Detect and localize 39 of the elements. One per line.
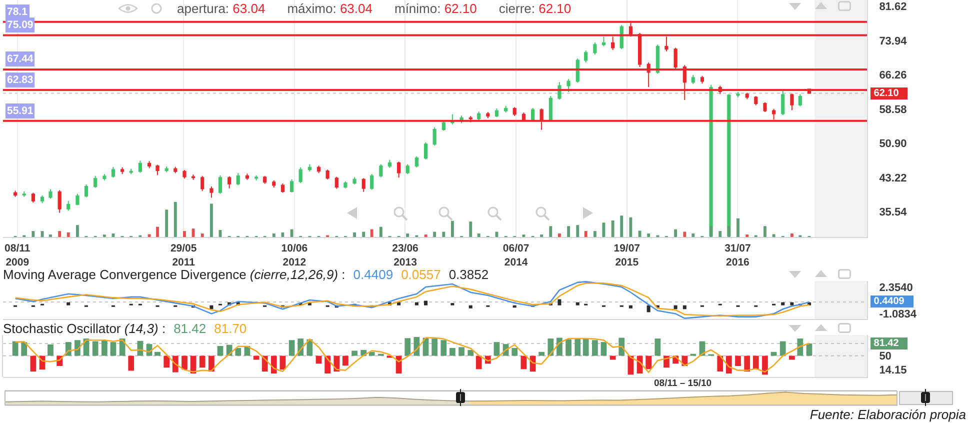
x-tick-label: 08/11 2009	[4, 242, 30, 268]
annotation: 81.42	[174, 321, 206, 336]
annotation: cierre: 62.10	[498, 1, 572, 16]
y-tick-label: 50	[879, 350, 892, 363]
ref-line-label: 67.44	[7, 53, 34, 65]
chart-title: Moving Average Convergence Divergence (cierre,12,26,9) :	[3, 267, 346, 282]
y-tick-label: 81.62	[879, 1, 907, 14]
ref-line-label: 62.10	[871, 88, 908, 99]
ref-line-label: 81.42	[871, 338, 908, 349]
chart-title: Stochastic Oscillator (14,3) :	[3, 321, 166, 336]
ref-line-label: 62.83	[7, 74, 34, 86]
y-tick-label: 50.90	[879, 138, 907, 150]
annotation: 0.3852	[448, 267, 489, 282]
annotation: 81.70	[214, 321, 247, 336]
y-tick-label: 43.22	[879, 172, 907, 184]
annotation: apertura: 63.04	[177, 1, 266, 16]
annotation: máximo: 63.04	[287, 1, 372, 16]
ref-line-label: 78.1	[7, 6, 28, 18]
x-tick-label: 10/06 2012	[281, 242, 308, 268]
x-tick-label: 29/05 2011	[170, 242, 197, 268]
y-tick-label: 14.15	[879, 364, 907, 377]
source-note: Fuente: Elaboración propia	[810, 407, 966, 422]
y-tick-label: 66.26	[879, 70, 907, 82]
annotation: 0.4409	[353, 267, 394, 282]
y-tick-label: 73.94	[879, 35, 908, 48]
ref-line-label: 55.91	[7, 105, 34, 117]
y-tick-label: 35.54	[879, 206, 908, 219]
x-tick-label: 19/07 2015	[614, 242, 640, 268]
annotation: 0.0557	[401, 267, 441, 282]
text: 08/11 – 15/10	[654, 378, 712, 389]
x-tick-label: 31/07 2016	[724, 242, 752, 268]
y-tick-label: 2.3540	[879, 282, 913, 294]
annotation: mínimo: 62.10	[394, 1, 477, 16]
ref-line-label: 75.09	[7, 19, 34, 31]
y-tick-label: 58.58	[879, 104, 907, 116]
y-tick-label: -1.0834	[879, 308, 918, 320]
ref-line-label: 0.4409	[871, 296, 913, 307]
x-tick-label: 06/07 2014	[502, 242, 530, 268]
x-tick-label: 23/06 2013	[392, 242, 419, 268]
